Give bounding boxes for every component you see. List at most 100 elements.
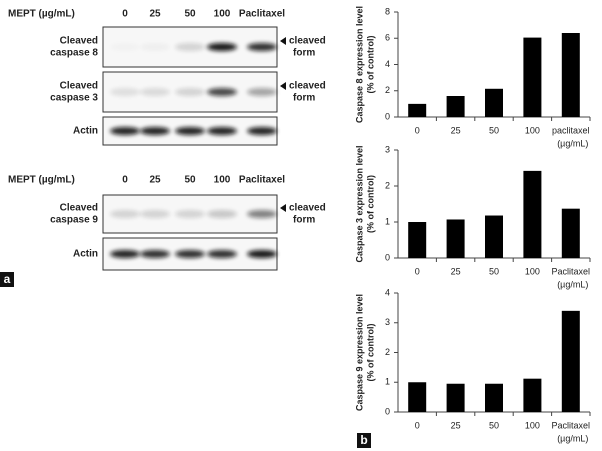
- bar: [446, 219, 465, 258]
- bar: [408, 222, 427, 258]
- y-axis-label: (% of control): [365, 36, 375, 94]
- y-tick-label: 4: [385, 59, 390, 69]
- annotation: cleaved: [289, 203, 326, 214]
- x-tick-label: 100: [525, 420, 540, 430]
- y-axis-label: (% of control): [365, 175, 375, 233]
- blot-band: [207, 88, 237, 96]
- y-tick-label: 3: [385, 144, 390, 154]
- x-unit: (µg/mL): [557, 138, 588, 148]
- y-axis-label: Caspase 8 expression level: [354, 6, 364, 123]
- blot-band: [140, 88, 170, 96]
- bar: [408, 382, 427, 412]
- lane-label: 100: [214, 9, 231, 20]
- lane-label: Paclitaxel: [239, 9, 285, 20]
- y-tick-label: 2: [385, 85, 390, 95]
- x-tick-label: Paclitaxel: [552, 420, 591, 430]
- y-tick-label: 8: [385, 6, 390, 16]
- bar: [523, 170, 542, 258]
- blot-band: [175, 250, 205, 258]
- lane-label: 25: [149, 175, 161, 186]
- y-tick-label: 1: [385, 377, 390, 387]
- bar: [446, 96, 465, 117]
- y-tick-label: 2: [385, 347, 390, 357]
- x-tick-label: 25: [451, 125, 461, 135]
- y-tick-label: 2: [385, 180, 390, 190]
- y-axis-label: Caspase 3 expression level: [354, 145, 364, 262]
- x-tick-label: 50: [489, 420, 499, 430]
- y-tick-label: 0: [385, 406, 390, 416]
- y-tick-label: 0: [385, 111, 390, 121]
- blot-band: [207, 250, 237, 258]
- bar: [485, 215, 503, 258]
- x-tick-label: 25: [451, 420, 461, 430]
- x-tick-label: Paclitaxel: [552, 266, 591, 276]
- blot-band: [110, 210, 140, 218]
- blot-band: [110, 43, 140, 51]
- blot-band: [140, 43, 170, 51]
- annotation: form: [293, 215, 315, 226]
- blot-band: [175, 43, 205, 51]
- arrow: [280, 82, 286, 90]
- x-tick-label: 0: [415, 420, 420, 430]
- bar: [523, 378, 542, 412]
- bar: [561, 33, 580, 117]
- blot-band: [140, 210, 170, 218]
- panel-label-box: [0, 272, 14, 287]
- y-tick-label: 3: [385, 317, 390, 327]
- x-unit: (µg/mL): [557, 433, 588, 443]
- lane-label: 50: [184, 9, 196, 20]
- arrow: [280, 37, 286, 45]
- y-tick-label: 0: [385, 252, 390, 262]
- y-axis-label: (% of control): [365, 324, 375, 382]
- row-label: Actin: [73, 249, 98, 260]
- annotation: cleaved: [289, 36, 326, 47]
- row-label: caspase 9: [50, 215, 98, 226]
- y-tick-label: 4: [385, 287, 390, 297]
- bar: [523, 37, 542, 117]
- bar: [446, 383, 465, 412]
- arrow: [280, 204, 286, 212]
- row-label: caspase 8: [50, 48, 98, 59]
- bar: [408, 103, 427, 117]
- blot-band: [247, 210, 277, 218]
- x-tick-label: 25: [451, 266, 461, 276]
- x-tick-label: 100: [525, 266, 540, 276]
- blot-band: [247, 250, 277, 258]
- blot-header: MEPT (µg/mL): [8, 9, 75, 20]
- panel-label-box: [357, 433, 371, 448]
- blot-header: MEPT (µg/mL): [8, 175, 75, 186]
- y-tick-label: 6: [385, 33, 390, 43]
- annotation: form: [293, 48, 315, 59]
- blot-band: [175, 210, 205, 218]
- x-tick-label: paclitaxel: [552, 125, 590, 135]
- annotation: cleaved: [289, 81, 326, 92]
- x-tick-label: 50: [489, 125, 499, 135]
- blot-band: [207, 127, 237, 135]
- row-label: Cleaved: [60, 203, 98, 214]
- lane-label: 50: [184, 175, 196, 186]
- lane-label: 0: [122, 175, 128, 186]
- blot-band: [247, 88, 277, 96]
- blot-band: [110, 250, 140, 258]
- y-tick-label: 1: [385, 216, 390, 226]
- blot-band: [175, 127, 205, 135]
- lane-label: 100: [214, 175, 231, 186]
- lane-label: 25: [149, 9, 161, 20]
- blot-band: [247, 127, 277, 135]
- x-tick-label: 50: [489, 266, 499, 276]
- row-label: Cleaved: [60, 81, 98, 92]
- blot-band: [175, 88, 205, 96]
- row-label: Cleaved: [60, 36, 98, 47]
- row-label: Actin: [73, 126, 98, 137]
- y-axis-label: Caspase 9 expression level: [354, 294, 364, 411]
- bar: [561, 208, 580, 258]
- lane-label: Paclitaxel: [239, 175, 285, 186]
- blot-band: [110, 127, 140, 135]
- bar: [485, 383, 503, 412]
- x-tick-label: 100: [525, 125, 540, 135]
- row-label: caspase 3: [50, 93, 98, 104]
- annotation: form: [293, 93, 315, 104]
- panel-label: b: [360, 433, 367, 447]
- blot-band: [207, 43, 237, 51]
